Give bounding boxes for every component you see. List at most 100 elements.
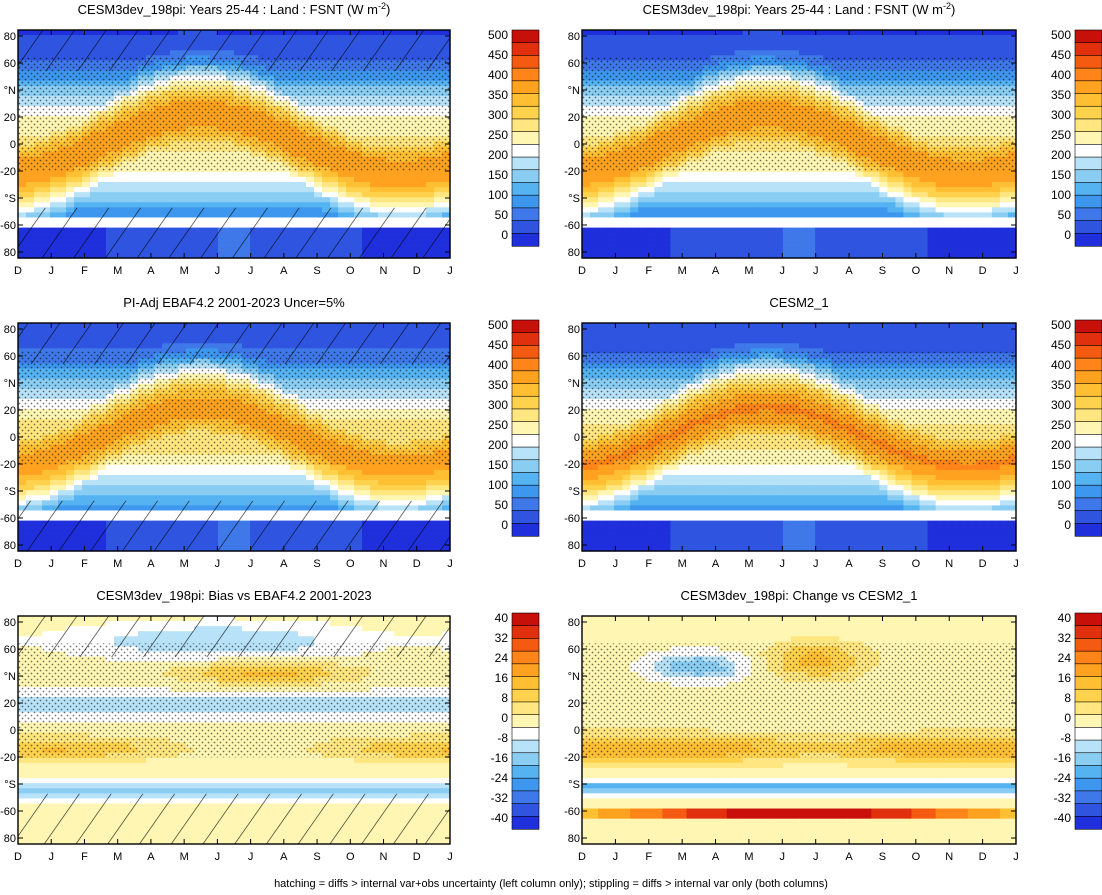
heatmap-cell xyxy=(26,182,35,188)
heatmap-cell xyxy=(434,182,443,188)
heatmap-cell xyxy=(58,202,67,208)
heatmap-cell xyxy=(919,202,929,208)
heatmap-cell xyxy=(338,182,347,188)
heatmap-cell xyxy=(146,202,155,208)
heatmap-cell xyxy=(766,237,776,244)
heatmap-cell xyxy=(927,217,937,224)
heatmap-cell xyxy=(983,197,993,203)
heatmap-cell xyxy=(903,217,913,224)
heatmap-cell xyxy=(734,50,744,56)
heatmap-cell xyxy=(903,40,913,46)
heatmap-cell xyxy=(839,171,848,178)
heatmap-cell xyxy=(582,212,591,219)
heatmap-cell xyxy=(638,202,647,208)
heatmap-cell xyxy=(790,35,800,41)
heatmap-cell xyxy=(766,192,776,198)
heatmap-cell xyxy=(606,45,615,51)
heatmap-cell xyxy=(370,202,379,208)
heatmap-cell xyxy=(871,247,880,254)
heatmap-cell xyxy=(959,222,969,229)
heatmap-cell xyxy=(839,247,848,254)
heatmap-cell xyxy=(106,171,115,178)
heatmap-cell xyxy=(242,197,251,203)
heatmap-cell xyxy=(895,192,905,198)
heatmap-cell xyxy=(662,247,672,254)
heatmap-cell xyxy=(975,207,985,213)
heatmap-cell xyxy=(807,222,816,229)
heatmap-cell xyxy=(831,192,840,198)
heatmap-cell xyxy=(999,232,1009,239)
heatmap-cell xyxy=(42,187,51,193)
heatmap-cell xyxy=(967,197,977,203)
heatmap-cell xyxy=(678,222,688,229)
heatmap-cell xyxy=(879,40,889,46)
heatmap-cell xyxy=(975,217,985,224)
heatmap-cell xyxy=(855,30,864,36)
heatmap-cell xyxy=(50,182,59,188)
heatmap-cell xyxy=(630,222,639,229)
heatmap-cell xyxy=(154,171,163,178)
heatmap-cell xyxy=(266,176,275,183)
x-tick-label: D xyxy=(14,265,22,277)
heatmap-cell xyxy=(362,192,371,198)
heatmap-cell xyxy=(887,207,897,213)
heatmap-cell xyxy=(694,247,704,254)
heatmap-cell xyxy=(919,207,929,213)
heatmap-cell xyxy=(782,182,792,188)
heatmap-cell xyxy=(1007,247,1017,254)
heatmap-cell xyxy=(370,192,379,198)
heatmap-cell xyxy=(999,222,1009,229)
heatmap-cell xyxy=(686,222,696,229)
heatmap-cell xyxy=(622,182,631,188)
heatmap-cell xyxy=(935,171,945,178)
heatmap-cell xyxy=(943,192,953,198)
heatmap-cell xyxy=(234,182,243,188)
heatmap-cell xyxy=(282,176,291,183)
heatmap-cell xyxy=(598,207,607,213)
heatmap-cell xyxy=(582,252,591,259)
heatmap-cell xyxy=(378,176,387,183)
heatmap-cell xyxy=(122,182,131,188)
heatmap-cell xyxy=(202,171,211,178)
heatmap-cell xyxy=(839,182,848,188)
heatmap-cell xyxy=(887,30,897,36)
heatmap-cell xyxy=(983,212,993,219)
heatmap-cell xyxy=(758,252,768,259)
heatmap-cell xyxy=(799,217,808,224)
heatmap-cell xyxy=(734,222,744,229)
heatmap-cell xyxy=(662,207,672,213)
heatmap-cell xyxy=(815,187,824,193)
heatmap-cell xyxy=(855,192,864,198)
heatmap-cell xyxy=(855,197,864,203)
heatmap-cell xyxy=(162,187,171,193)
heatmap-cell xyxy=(710,237,720,244)
heatmap-cell xyxy=(114,171,123,178)
heatmap-cell xyxy=(686,212,696,219)
heatmap-cell xyxy=(807,227,816,234)
heatmap-cell xyxy=(694,192,704,198)
heatmap-cell xyxy=(26,192,35,198)
x-tick-label: M xyxy=(113,265,122,277)
heatmap-cell xyxy=(226,171,235,178)
heatmap-cell xyxy=(726,232,736,239)
heatmap-cell xyxy=(734,207,744,213)
heatmap-cell xyxy=(943,247,953,254)
heatmap-cell xyxy=(74,171,83,178)
heatmap-cell xyxy=(782,35,792,41)
heatmap-cell xyxy=(694,202,704,208)
heatmap-cell xyxy=(879,247,889,254)
heatmap-cell xyxy=(790,212,800,219)
heatmap-cell xyxy=(694,212,704,219)
heatmap-cell xyxy=(314,171,323,178)
heatmap-cell xyxy=(823,207,832,213)
heatmap-cell xyxy=(839,35,848,41)
heatmap-cell xyxy=(250,192,259,198)
heatmap-cell xyxy=(330,171,339,178)
heatmap-cell xyxy=(442,171,451,178)
heatmap-cell xyxy=(218,197,227,203)
heatmap-cell xyxy=(782,197,792,203)
heatmap-cell xyxy=(34,197,43,203)
heatmap-cell xyxy=(750,212,760,219)
heatmap-cell xyxy=(799,232,808,239)
heatmap-cell xyxy=(606,237,615,244)
